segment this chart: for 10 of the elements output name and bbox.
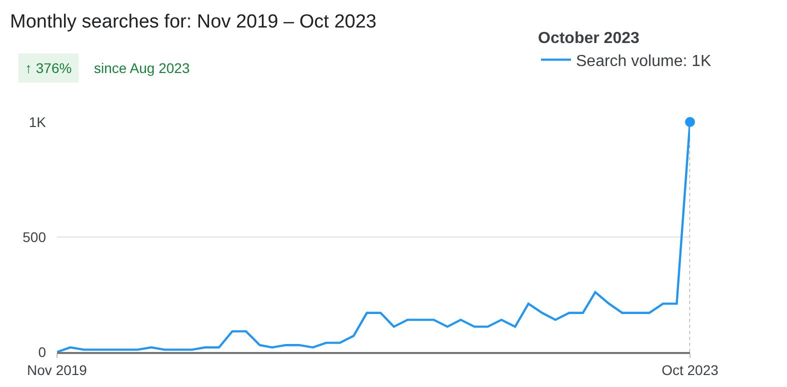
chart-title: Monthly searches for: Nov 2019 – Oct 2023 — [10, 11, 376, 32]
legend-label: Search volume: 1K — [576, 52, 712, 70]
y-tick-label: 500 — [22, 228, 46, 245]
x-tick-label: Oct 2023 — [662, 362, 719, 378]
text: since Aug 2023 — [94, 60, 190, 76]
x-tick-label: Nov 2019 — [27, 362, 88, 378]
y-tick-label: 1K — [28, 114, 47, 130]
legend-title: October 2023 — [538, 30, 640, 47]
y-tick-label: 0 — [38, 344, 46, 360]
text: ↑ 376% — [25, 60, 72, 76]
